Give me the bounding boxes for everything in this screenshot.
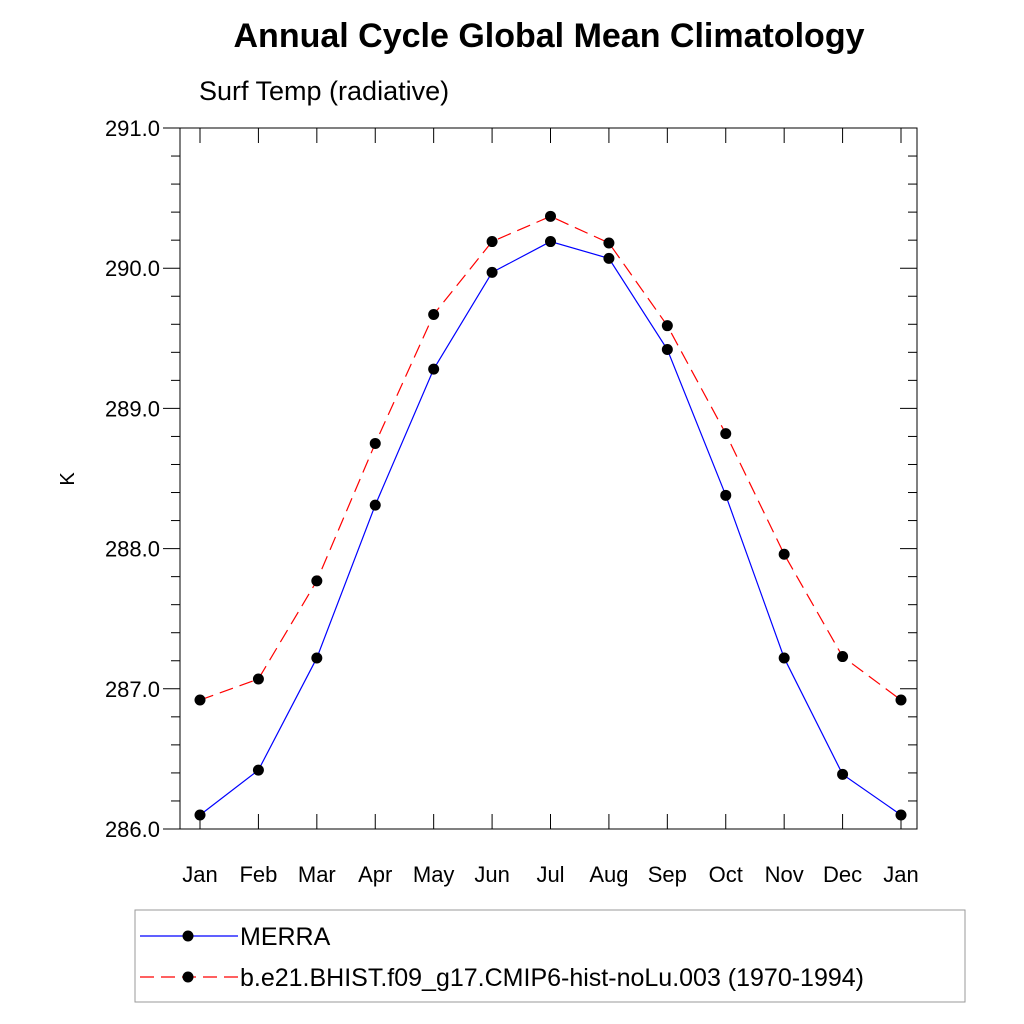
y-tick-label: 291.0 [105, 116, 160, 141]
data-point-series-1 [369, 437, 381, 449]
legend-marker-merra [182, 930, 194, 942]
legend-label-cmip6: b.e21.BHIST.f09_g17.CMIP6-hist-noLu.003 … [240, 964, 864, 992]
data-point-series-0 [837, 768, 849, 780]
y-axis-label: K [57, 472, 79, 486]
x-tick-label: Nov [765, 862, 804, 887]
axis-ticks [163, 127, 917, 830]
data-point-series-0 [369, 499, 381, 511]
data-point-series-1 [545, 210, 556, 222]
legend-label-merra: MERRA [240, 923, 331, 951]
x-tick-label: Jan [883, 862, 918, 887]
data-point-series-1 [720, 428, 732, 440]
data-point-series-0 [194, 809, 206, 821]
y-tick-label: 289.0 [105, 396, 160, 421]
data-point-series-1 [428, 308, 440, 320]
x-tick-label: Sep [648, 862, 687, 887]
y-tick-label: 287.0 [105, 677, 160, 702]
chart-title: Annual Cycle Global Mean Climatology [234, 17, 865, 55]
x-tick-label: Jan [182, 862, 217, 887]
x-tick-label: May [413, 862, 455, 887]
chart-subtitle: Surf Temp (radiative) [199, 76, 449, 106]
data-point-series-0 [486, 266, 498, 278]
data-point-series-0 [428, 363, 440, 375]
data-point-series-1 [603, 237, 615, 249]
data-point-series-1 [778, 548, 790, 560]
x-tick-label: Jul [536, 862, 564, 887]
data-point-series-1 [661, 320, 673, 332]
data-point-series-0 [603, 252, 615, 264]
data-point-series-0 [778, 652, 790, 664]
x-tick-labels: Jan Feb Mar Apr May Jun Jul Aug Sep Oct Nov Dec Jan [182, 862, 918, 887]
data-point-series-1 [194, 694, 206, 706]
data-point-series-0 [252, 764, 264, 776]
y-tick-label: 290.0 [105, 256, 160, 281]
legend-box [134, 909, 966, 1003]
plot-frame [179, 127, 918, 830]
data-point-series-0 [720, 489, 732, 501]
x-tick-label: Mar [298, 862, 336, 887]
data-point-series-1 [252, 673, 264, 685]
data-point-series-1 [837, 651, 849, 663]
data-point-series-0 [545, 236, 556, 248]
x-tick-label: Feb [239, 862, 277, 887]
y-tick-label: 286.0 [105, 817, 160, 842]
x-tick-label: Aug [589, 862, 628, 887]
series-line-1 [199, 215, 902, 701]
x-tick-label: Dec [823, 862, 862, 887]
data-point-series-0 [311, 652, 323, 664]
legend-marker-cmip6 [182, 971, 194, 983]
x-tick-label: Oct [709, 862, 743, 887]
y-tick-label: 288.0 [105, 537, 160, 562]
y-tick-labels: 286.0 287.0 288.0 289.0 290.0 291.0 [105, 116, 160, 842]
data-point-series-0 [661, 344, 673, 356]
series-layer [194, 210, 907, 821]
data-point-series-1 [895, 694, 907, 706]
x-tick-label: Jun [474, 862, 509, 887]
x-tick-label: Apr [358, 862, 392, 887]
data-point-series-0 [895, 809, 907, 821]
series-line-0 [199, 240, 902, 816]
legend: MERRA b.e21.BHIST.f09_g17.CMIP6-hist-noL… [134, 909, 966, 1003]
data-point-series-1 [311, 575, 323, 587]
data-point-series-1 [486, 236, 498, 248]
